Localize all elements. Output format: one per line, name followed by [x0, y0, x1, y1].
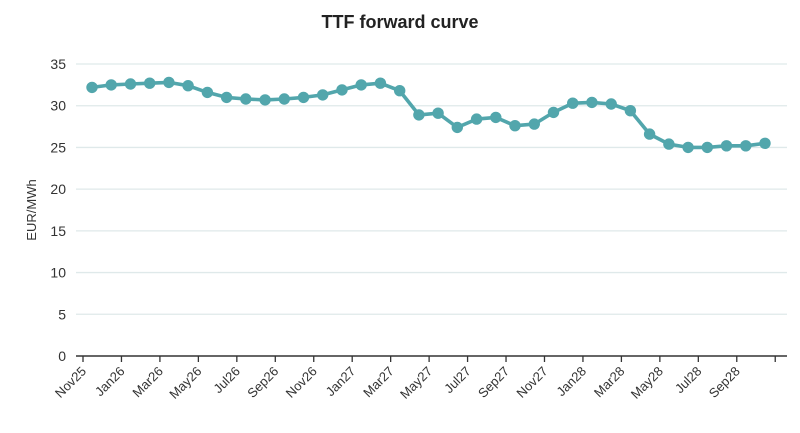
data-point-marker: [740, 140, 752, 152]
y-tick-label: 30: [50, 98, 66, 114]
data-point-marker: [470, 113, 483, 125]
data-point-marker: [201, 86, 214, 99]
x-tick-label: Mar28: [591, 364, 628, 401]
series-group: [86, 76, 771, 154]
x-tick-label: Nov25: [52, 364, 89, 401]
data-point-marker: [720, 140, 733, 152]
data-point-marker: [432, 107, 444, 119]
y-tick-label: 0: [58, 348, 66, 364]
series-line: [90, 80, 767, 150]
x-tick-label: Nov26: [283, 364, 320, 401]
x-tick-label: Sep27: [475, 364, 512, 401]
x-tick-label: Jan27: [323, 364, 359, 400]
x-axis-group: Nov25 Jan26 Mar26 May26 Jul26 Sep26 Nov26 Jan27…: [52, 355, 787, 402]
data-point-marker: [105, 79, 117, 91]
data-point-marker: [317, 89, 329, 101]
x-tick-label: Jul26: [210, 364, 243, 397]
data-point-marker: [163, 76, 175, 89]
data-point-marker: [374, 77, 387, 89]
data-point-marker: [701, 141, 713, 154]
data-point-marker: [297, 91, 310, 104]
x-tick-label: May27: [397, 364, 435, 402]
y-tick-label: 5: [58, 306, 66, 322]
data-point-marker: [547, 106, 560, 119]
x-tick-label: Nov27: [513, 364, 550, 401]
data-point-marker: [605, 98, 617, 110]
y-tick-label: 25: [50, 139, 66, 155]
x-tick-label: May28: [628, 364, 666, 402]
data-point-marker: [394, 85, 406, 97]
x-tick-label: Jul28: [672, 364, 705, 397]
data-point-marker: [682, 141, 694, 154]
data-point-marker: [124, 78, 137, 90]
data-point-marker: [240, 93, 252, 105]
data-point-marker: [144, 77, 156, 89]
data-point-marker: [86, 81, 98, 94]
x-tick-label: May26: [166, 364, 204, 402]
data-point-marker: [663, 138, 675, 150]
data-point-marker: [220, 91, 233, 104]
x-tick-label: Jan28: [553, 364, 589, 400]
x-tick-label: Jan26: [92, 364, 128, 400]
x-tick-label: Sep28: [706, 364, 743, 401]
data-point-marker: [490, 111, 502, 124]
data-point-marker: [355, 79, 367, 91]
y-tick-label: 35: [50, 56, 66, 72]
x-tick-label: Mar26: [129, 364, 166, 401]
data-point-marker: [567, 97, 579, 109]
y-tick-label: 15: [50, 223, 66, 239]
y-axis-title: EUR/MWh: [24, 179, 39, 240]
data-point-marker: [586, 96, 598, 109]
data-point-marker: [182, 80, 194, 92]
data-point-marker: [259, 94, 271, 106]
data-point-marker: [451, 121, 463, 134]
chart-title: TTF forward curve: [321, 12, 479, 32]
data-point-marker: [413, 109, 425, 121]
data-point-marker: [336, 84, 348, 96]
data-point-marker: [528, 118, 540, 130]
x-tick-label: Jul27: [441, 364, 474, 397]
data-point-marker: [759, 137, 771, 149]
y-tick-label: 10: [50, 265, 66, 281]
data-point-marker: [278, 93, 290, 105]
data-point-marker: [509, 120, 521, 132]
x-tick-label: Mar27: [360, 364, 397, 401]
x-tick-label: Sep26: [244, 364, 281, 401]
y-axis-group: 0 5 10 15 20 25 30 35: [50, 56, 66, 364]
data-point-marker: [643, 128, 656, 140]
data-point-marker: [624, 105, 637, 117]
gridlines-group: [76, 63, 787, 315]
y-tick-label: 20: [50, 181, 66, 197]
